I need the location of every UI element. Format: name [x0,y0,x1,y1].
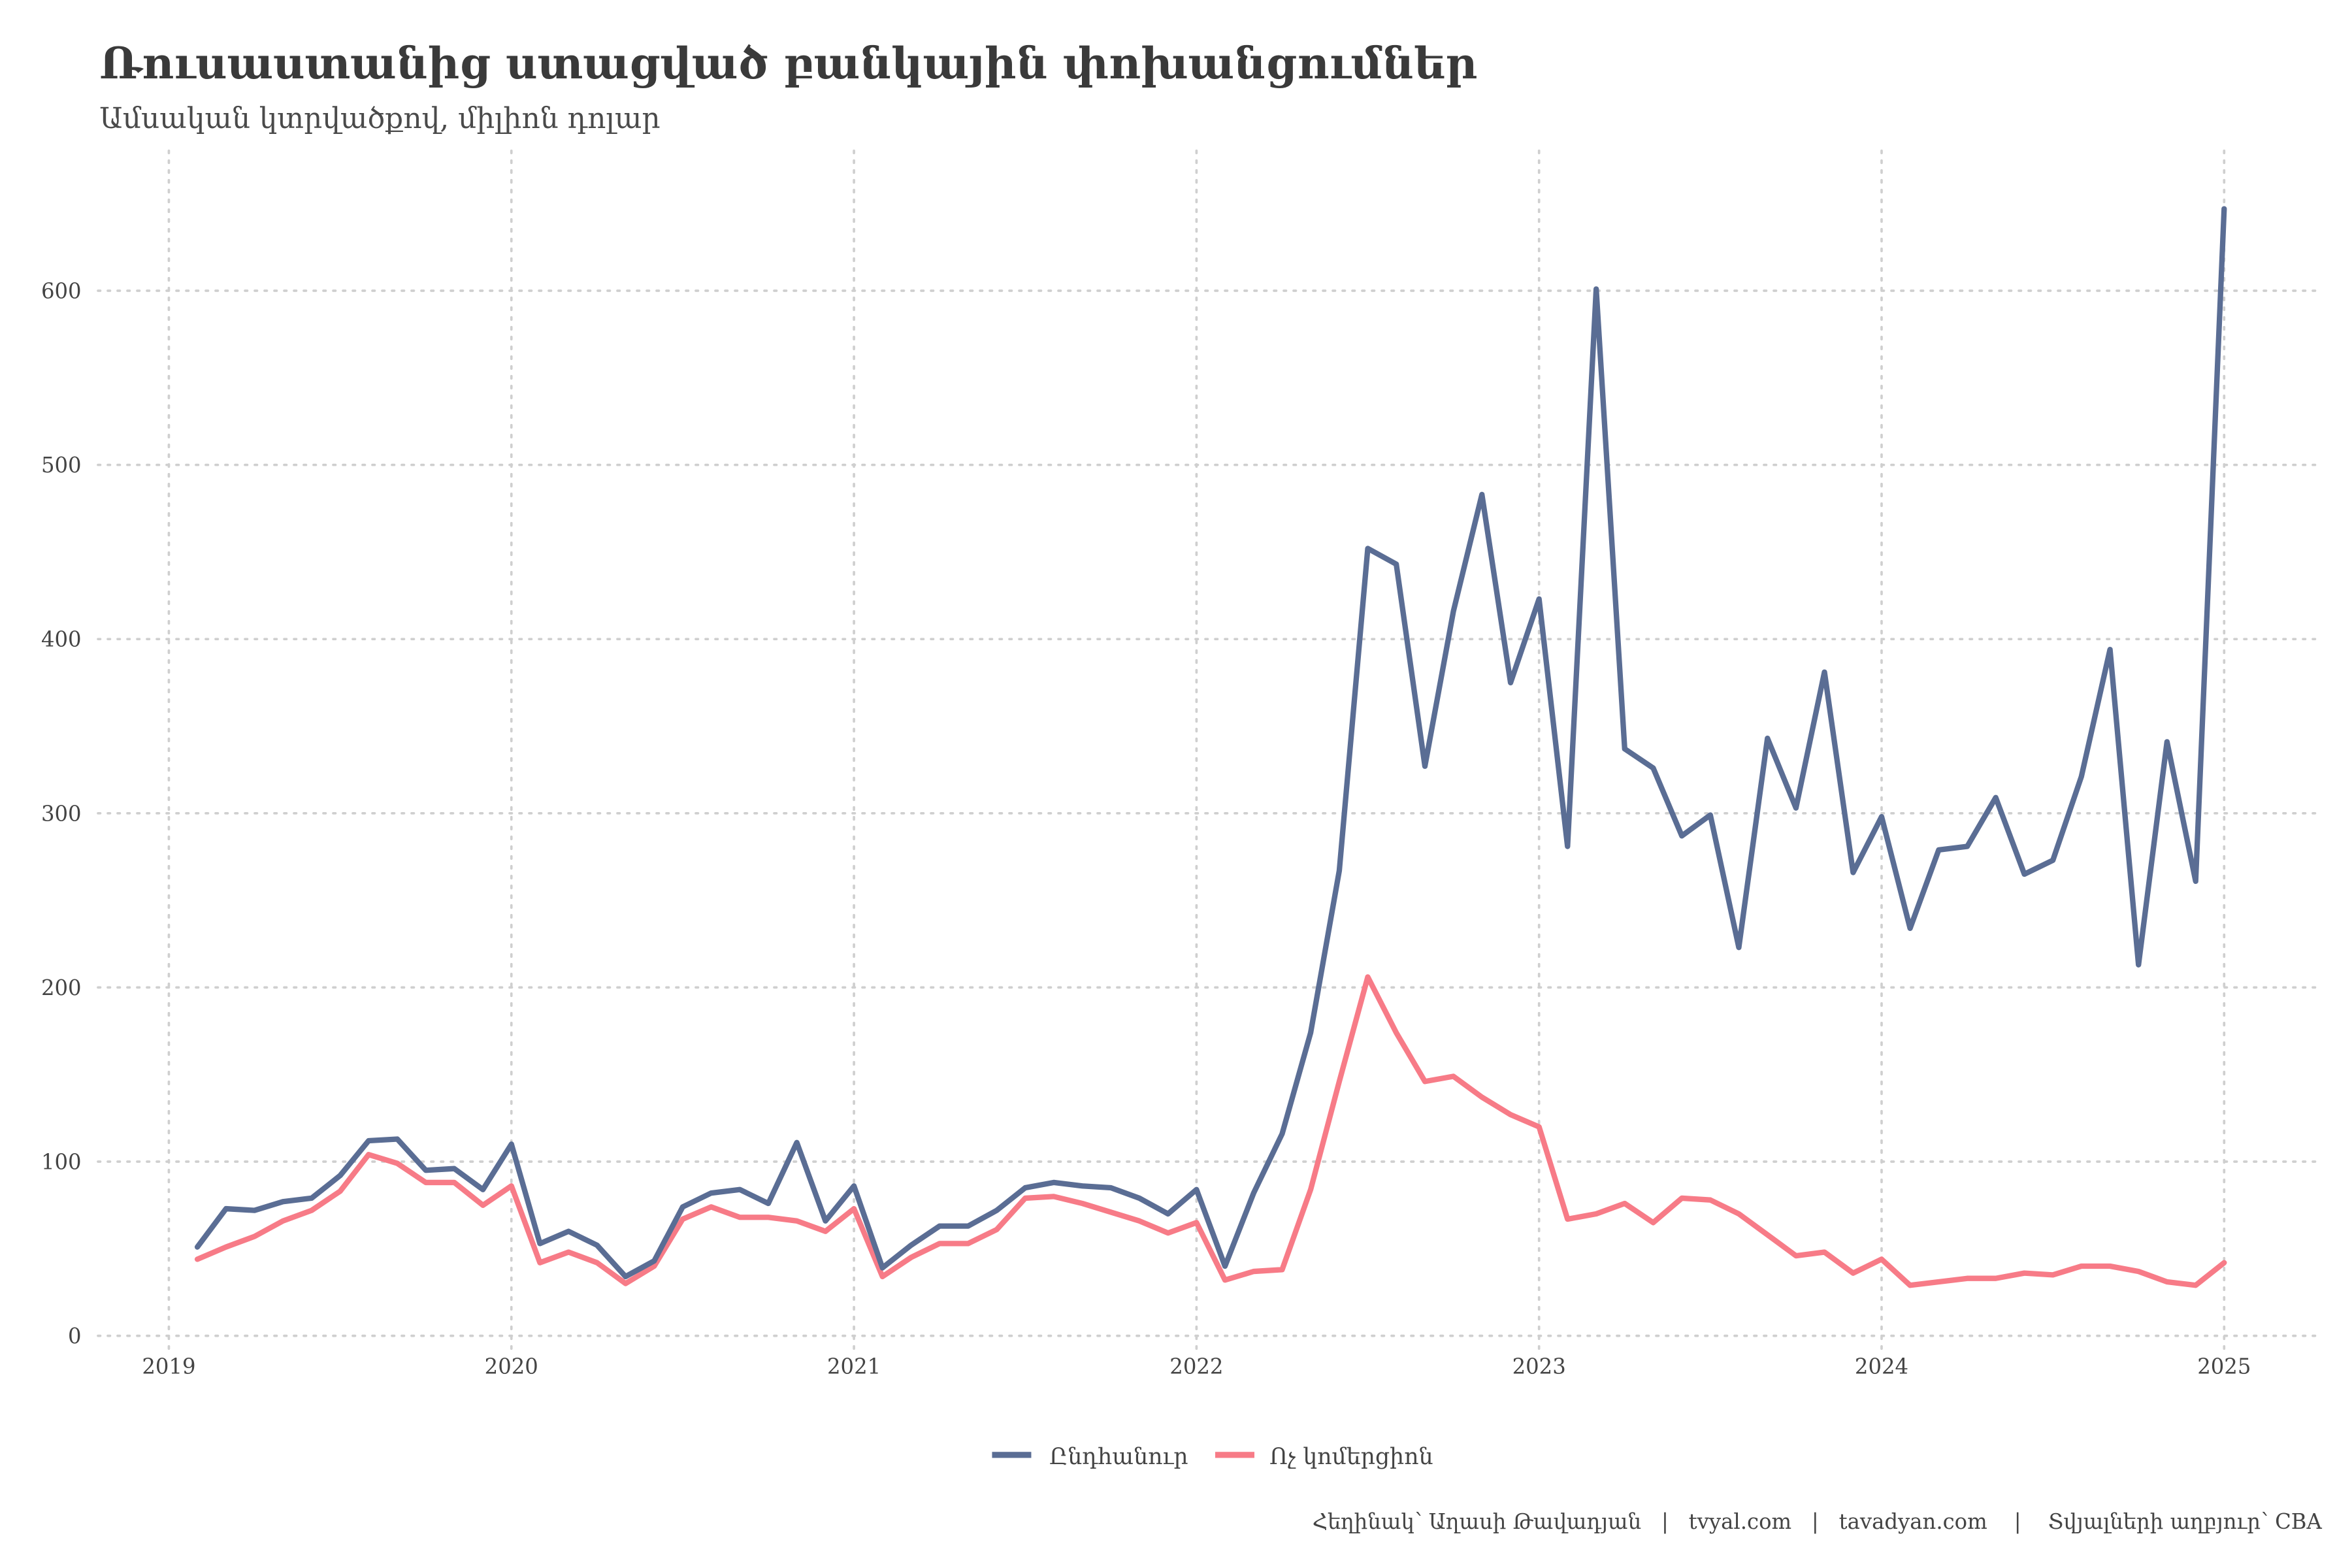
legend-label: Ոչ կոմերցիոն [1269,1444,1433,1470]
legend-item-0: Ընդհանուր [992,1444,1188,1470]
x-tick-label: 2021 [827,1354,881,1379]
x-axis: 2019 2020 2021 2022 2023 2024 2025 [142,1354,2251,1379]
series-line-0 [194,206,2227,1280]
x-tick-label: 2023 [1512,1354,1566,1379]
y-tick-label: 600 [41,279,82,304]
x-tick-label: 2024 [1855,1354,1908,1379]
series-line-1 [194,974,2227,1288]
x-tick-label: 2025 [2197,1354,2251,1379]
y-tick-label: 400 [41,627,82,652]
series-lines [194,206,2227,1288]
chart-subtitle: Ամսական կտրվածքով, միլիոն դոլար [99,102,660,135]
x-tick-label: 2020 [485,1354,538,1379]
x-tick-label: 2019 [142,1354,195,1379]
y-tick-label: 500 [41,453,82,478]
y-tick-label: 0 [68,1324,82,1348]
chart-title: Ռուսաստանից ստացված բանկային փոխանցումնե… [99,37,1477,89]
legend: Ընդհանուր Ոչ կոմերցիոն [992,1444,1433,1470]
x-tick-label: 2022 [1169,1354,1223,1379]
y-tick-label: 200 [41,975,82,1000]
y-tick-label: 100 [41,1150,82,1175]
legend-label: Ընդհանուր [1049,1444,1188,1470]
caption: Հեղինակ՝ Աղասի Թավադյան | tvyal.com | ta… [1313,1509,2323,1534]
y-axis: 0 100 200 300 400 500 600 [41,279,82,1349]
grid [97,149,2319,1351]
y-tick-label: 300 [41,801,82,826]
legend-item-1: Ոչ կոմերցիոն [1215,1444,1433,1470]
